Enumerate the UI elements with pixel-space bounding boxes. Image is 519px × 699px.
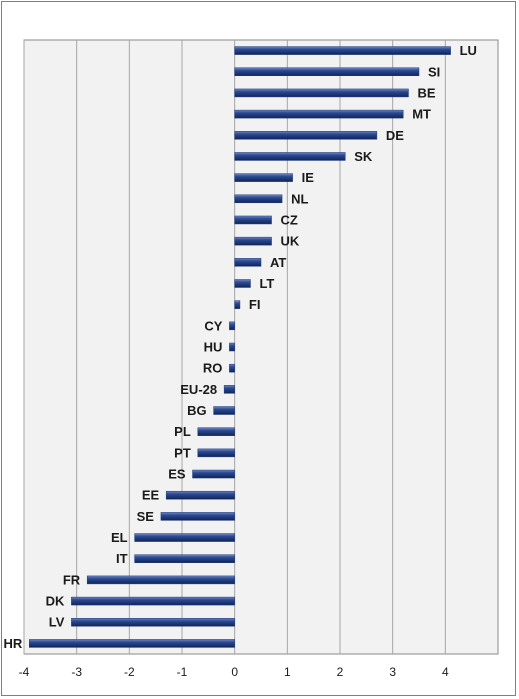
bar-ro [229, 363, 235, 373]
bar-cz [234, 215, 272, 225]
bar-pl [197, 427, 235, 436]
category-label: BG [187, 403, 207, 418]
category-label: HU [204, 340, 223, 355]
category-label: LV [49, 615, 65, 630]
x-tick-label: 4 [442, 665, 449, 679]
category-label: EU-28 [180, 382, 217, 397]
bar-uk [234, 236, 272, 246]
category-label: DE [386, 128, 404, 143]
category-label: FI [249, 297, 261, 312]
x-tick-label: -4 [19, 665, 30, 679]
bar-ee [165, 490, 235, 500]
x-tick-label: 0 [231, 665, 238, 679]
bar-eu-28 [223, 385, 235, 394]
x-tick-label: 3 [389, 665, 396, 679]
category-label: NL [291, 191, 308, 206]
category-label: FR [63, 572, 81, 587]
category-label: IE [302, 170, 315, 185]
x-axis-ticks: -4 -3 -2 -1 0 1 2 3 4 [19, 665, 449, 679]
category-label: HR [3, 636, 22, 651]
bar-dk [71, 596, 235, 606]
bar-mt [234, 109, 404, 119]
bar-el [134, 533, 235, 542]
bar-si [234, 67, 420, 77]
bar-nl [234, 194, 283, 204]
bar-pt [197, 448, 235, 458]
bar-cy [229, 321, 235, 331]
bar-es [192, 469, 235, 479]
category-label: MT [412, 107, 431, 122]
x-tick-label: 1 [284, 665, 291, 679]
category-label: LT [259, 276, 274, 291]
category-labels: LU SI BE MT DE SK IE NL CZ UK AT LT FI CY HU RO EU-28 BG P… [3, 43, 476, 651]
bar-lu [234, 46, 451, 55]
category-label: PL [174, 424, 191, 439]
bar-fr [86, 575, 235, 585]
x-tick-label: -3 [71, 665, 82, 679]
x-tick-label: -1 [177, 665, 188, 679]
x-tick-label: 2 [337, 665, 344, 679]
category-label: DK [46, 594, 65, 609]
category-label: SE [137, 509, 155, 524]
category-label: BE [417, 85, 435, 100]
bar-bg [213, 406, 235, 415]
category-label: AT [270, 255, 286, 270]
gridlines [23, 40, 446, 654]
bar-lt [234, 279, 251, 288]
bars [29, 46, 451, 648]
category-label: ES [168, 467, 186, 482]
category-label: EE [142, 488, 160, 503]
bar-at [234, 258, 262, 267]
bar-ie [234, 173, 293, 182]
bar-sk [234, 152, 346, 161]
x-tick-label: -2 [124, 665, 135, 679]
category-label: SK [354, 149, 373, 164]
category-label: SI [428, 64, 440, 79]
plot-area [23, 39, 499, 655]
category-label: CY [204, 318, 222, 333]
category-label: RO [203, 361, 223, 376]
bar-fi [234, 300, 241, 309]
category-label: EL [111, 530, 128, 545]
bar-hu [229, 342, 235, 352]
bar-de [234, 131, 378, 140]
bar-hr [29, 639, 235, 648]
category-label: LU [460, 43, 477, 58]
category-label: IT [116, 551, 128, 566]
category-label: CZ [281, 212, 298, 227]
bar-se [160, 512, 235, 521]
category-label: PT [174, 445, 191, 460]
bar-be [234, 88, 409, 98]
bar-lv [71, 617, 235, 627]
bar-it [134, 554, 235, 563]
category-label: UK [281, 234, 300, 249]
